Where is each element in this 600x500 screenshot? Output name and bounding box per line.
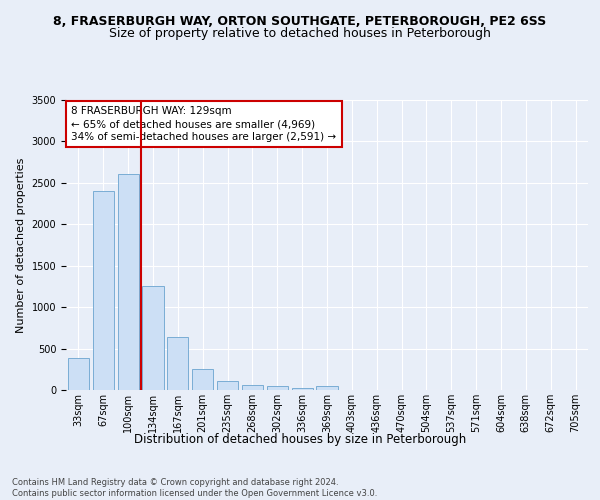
Bar — [93, 191, 114, 390]
Bar — [167, 337, 188, 390]
Bar — [267, 386, 288, 390]
Text: 8, FRASERBURGH WAY, ORTON SOUTHGATE, PETERBOROUGH, PE2 6SS: 8, FRASERBURGH WAY, ORTON SOUTHGATE, PET… — [53, 15, 547, 28]
Bar — [316, 386, 338, 390]
Text: Contains HM Land Registry data © Crown copyright and database right 2024.
Contai: Contains HM Land Registry data © Crown c… — [12, 478, 377, 498]
Bar — [242, 385, 263, 390]
Text: 8 FRASERBURGH WAY: 129sqm
← 65% of detached houses are smaller (4,969)
34% of se: 8 FRASERBURGH WAY: 129sqm ← 65% of detac… — [71, 106, 337, 142]
Bar — [68, 358, 89, 390]
Bar — [192, 370, 213, 390]
Text: Size of property relative to detached houses in Peterborough: Size of property relative to detached ho… — [109, 28, 491, 40]
Y-axis label: Number of detached properties: Number of detached properties — [16, 158, 26, 332]
Text: Distribution of detached houses by size in Peterborough: Distribution of detached houses by size … — [134, 432, 466, 446]
Bar — [217, 382, 238, 390]
Bar — [292, 388, 313, 390]
Bar — [118, 174, 139, 390]
Bar — [142, 286, 164, 390]
